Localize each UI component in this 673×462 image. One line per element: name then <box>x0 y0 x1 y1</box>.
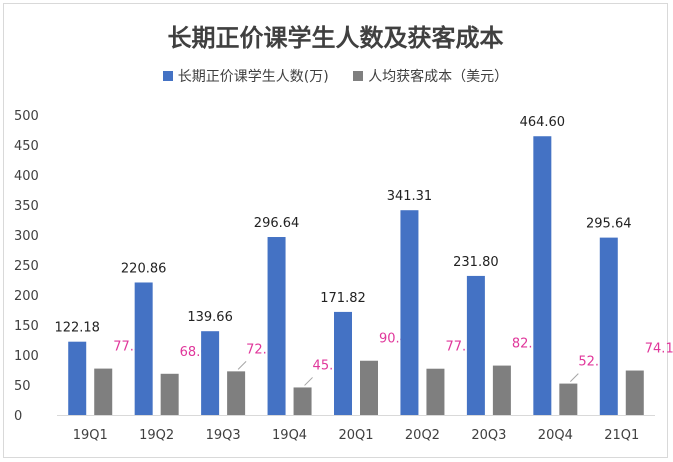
y-tick-label: 150 <box>14 319 39 334</box>
bar-students <box>334 311 352 415</box>
bar-cost <box>492 365 511 415</box>
y-tick-label: 350 <box>14 199 39 214</box>
bar-cost <box>360 360 378 415</box>
bar-cost <box>94 368 113 415</box>
legend-swatch-students <box>162 71 173 81</box>
label-leader-line <box>237 360 247 370</box>
legend-label-students: 长期正价课学生人数(万) <box>177 69 329 85</box>
bar-cost <box>160 373 179 415</box>
y-tick-label: 50 <box>14 379 31 394</box>
data-label-students: 171.82 <box>320 291 366 306</box>
y-tick-label: 300 <box>14 229 39 244</box>
x-category-label: 19Q1 <box>73 428 108 443</box>
x-category-label: 20Q3 <box>471 428 506 443</box>
x-category-label: 20Q1 <box>338 428 373 443</box>
bar-cost <box>227 371 246 415</box>
bar-students <box>68 341 87 415</box>
bar-students <box>400 210 419 415</box>
chart-title: 长期正价课学生人数及获客成本 <box>167 24 504 52</box>
data-label-students: 295.64 <box>586 217 632 232</box>
data-label-students: 220.86 <box>121 261 167 276</box>
data-label-students: 296.64 <box>254 216 300 231</box>
y-tick-label: 450 <box>14 139 39 154</box>
bar-cost <box>559 383 578 415</box>
bar-students <box>466 275 485 415</box>
legend-item-students: 长期正价课学生人数(万) <box>162 66 329 86</box>
y-tick-label: 200 <box>14 289 39 304</box>
legend-item-cost: 人均获客成本（美元） <box>353 66 508 86</box>
data-label-cost: 74.11 <box>645 342 673 357</box>
data-label-students: 341.31 <box>387 189 433 204</box>
label-leader-line <box>569 373 579 382</box>
y-tick-label: 250 <box>14 259 39 274</box>
data-label-students: 139.66 <box>187 310 233 325</box>
legend: 长期正价课学生人数(万) 人均获客成本（美元） <box>4 66 667 86</box>
label-leader-line <box>304 377 313 386</box>
data-label-students: 231.80 <box>453 255 499 270</box>
bar-students <box>201 331 220 415</box>
legend-label-cost: 人均获客成本（美元） <box>368 69 509 85</box>
x-category-label: 20Q2 <box>405 428 440 443</box>
bar-students <box>599 237 618 415</box>
x-category-label: 19Q4 <box>272 428 307 443</box>
y-tick-label: 100 <box>14 349 39 364</box>
x-category-label: 19Q3 <box>206 428 241 443</box>
y-tick-label: 500 <box>14 109 39 124</box>
bar-students <box>134 282 153 415</box>
data-label-students: 122.18 <box>54 321 100 336</box>
legend-swatch-cost <box>353 71 364 81</box>
y-tick-label: 400 <box>14 169 39 184</box>
bar-cost <box>426 368 445 415</box>
data-label-students: 464.60 <box>520 115 566 130</box>
bar-students <box>267 237 286 415</box>
x-category-label: 21Q1 <box>604 428 639 443</box>
x-category-label: 19Q2 <box>139 428 174 443</box>
bar-cost <box>625 370 644 415</box>
x-category-label: 20Q4 <box>538 428 573 443</box>
bar-students <box>533 136 552 416</box>
bar-cost <box>293 387 312 415</box>
y-tick-label: 0 <box>14 409 22 424</box>
